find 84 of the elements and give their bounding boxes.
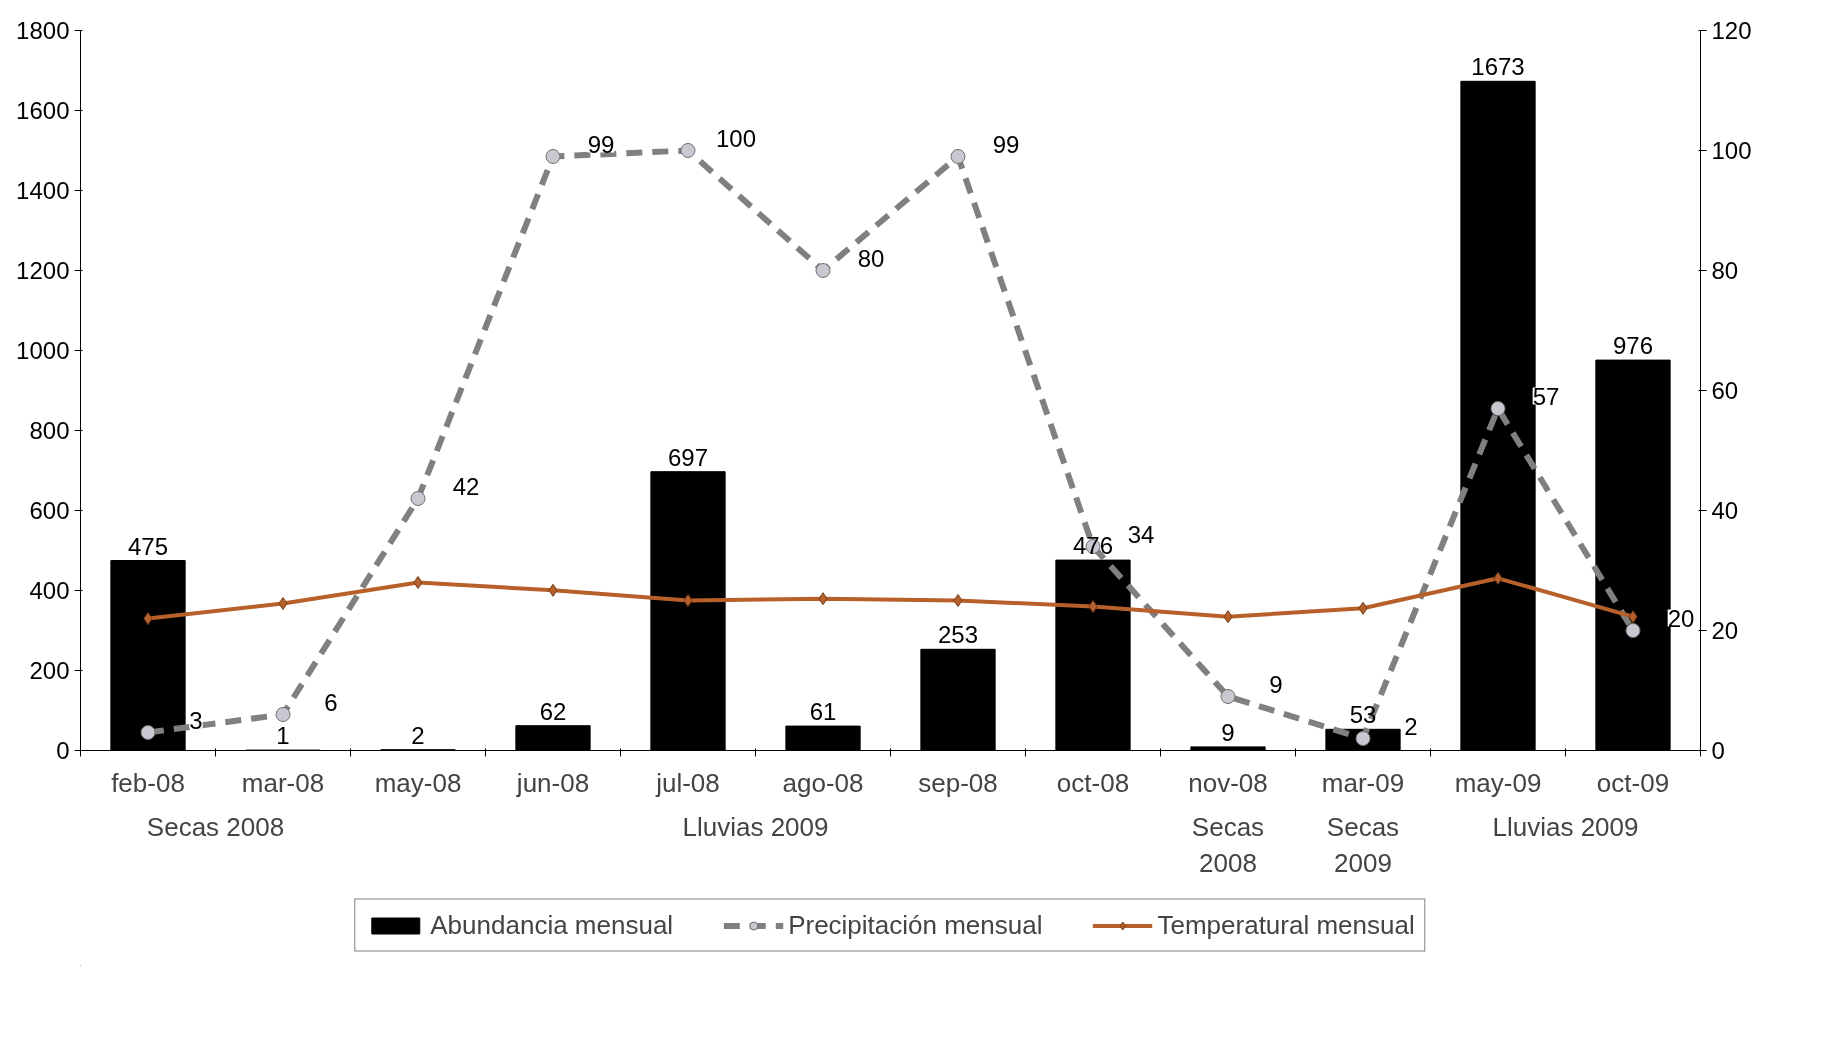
legend-label: Precipitación mensual bbox=[788, 909, 1043, 941]
point bbox=[143, 612, 153, 625]
y2-tick-label: 80 bbox=[1711, 257, 1739, 284]
y2-tick-label: 60 bbox=[1711, 377, 1739, 404]
point bbox=[680, 143, 696, 158]
y-tick-label: 1000 bbox=[16, 337, 70, 364]
y2-tick-label: 20 bbox=[1711, 617, 1739, 644]
x-tick-label: oct-09 bbox=[1596, 767, 1670, 798]
point bbox=[1493, 571, 1503, 585]
data-label: 475 bbox=[127, 532, 169, 560]
data-label: 2 bbox=[1404, 712, 1418, 740]
point bbox=[683, 594, 693, 607]
point bbox=[410, 491, 426, 506]
x-tick-label: mar-09 bbox=[1321, 767, 1405, 798]
data-label: 1 bbox=[276, 722, 290, 750]
point bbox=[1223, 610, 1233, 624]
y-tick-label: 800 bbox=[29, 417, 70, 444]
data-label: 1673 bbox=[1471, 53, 1525, 81]
x-tick-label: sep-08 bbox=[918, 767, 998, 798]
y2-tick-label: 120 bbox=[1711, 17, 1752, 44]
data-label: 476 bbox=[1072, 532, 1114, 560]
y-tick-label: 400 bbox=[29, 577, 70, 604]
point bbox=[950, 149, 966, 164]
point bbox=[1628, 610, 1638, 624]
point bbox=[545, 149, 561, 164]
data-label: 3 bbox=[189, 706, 203, 734]
x-tick-label: nov-08 bbox=[1188, 767, 1268, 798]
data-label: 42 bbox=[452, 472, 480, 500]
data-label: 6 bbox=[324, 688, 338, 716]
y-tick-label: 1800 bbox=[16, 17, 70, 44]
data-label: 9 bbox=[1221, 718, 1235, 746]
text: Secas 2008 bbox=[146, 811, 285, 842]
y2-tick-label: 100 bbox=[1711, 137, 1752, 164]
x-tick-label: feb-08 bbox=[111, 767, 185, 798]
y-tick-label: 1200 bbox=[16, 257, 70, 284]
data-label: 80 bbox=[857, 244, 885, 272]
point bbox=[953, 594, 963, 607]
data-label: 57 bbox=[1532, 382, 1560, 410]
data-label: 2 bbox=[411, 721, 425, 749]
data-label: 99 bbox=[587, 130, 615, 158]
data-label: 9 bbox=[1269, 670, 1283, 698]
data-label: 976 bbox=[1612, 332, 1654, 360]
point bbox=[140, 725, 156, 740]
y-tick-label: 0 bbox=[56, 737, 70, 764]
text: Secas 2008 bbox=[1191, 811, 1265, 878]
point bbox=[1355, 731, 1371, 746]
point bbox=[815, 263, 831, 278]
point bbox=[548, 583, 558, 597]
point bbox=[1088, 600, 1098, 613]
data-label: 62 bbox=[539, 697, 567, 725]
x-tick-label: jun-08 bbox=[515, 767, 590, 798]
y-tick-label: 600 bbox=[29, 497, 70, 524]
x-tick-label: may-08 bbox=[374, 767, 462, 798]
y2-tick-label: 40 bbox=[1711, 497, 1739, 524]
x-tick-label: oct-08 bbox=[1056, 767, 1130, 798]
point bbox=[1625, 623, 1641, 638]
data-label: 253 bbox=[937, 621, 979, 649]
x-tick-label: mar-08 bbox=[241, 767, 325, 798]
text: Secas 2009 bbox=[1326, 811, 1400, 878]
data-label: 697 bbox=[667, 443, 709, 471]
point bbox=[275, 707, 291, 722]
point bbox=[1220, 689, 1236, 704]
data-label: 20 bbox=[1667, 604, 1695, 632]
x-tick-label: ago-08 bbox=[782, 767, 864, 798]
x-tick-label: jul-08 bbox=[655, 767, 720, 798]
text: Lluvias 2009 bbox=[682, 811, 829, 842]
text: Lluvias 2009 bbox=[1492, 811, 1639, 842]
point bbox=[818, 592, 828, 606]
point bbox=[1358, 601, 1368, 615]
data-label: 61 bbox=[809, 698, 837, 726]
y-tick-label: 1600 bbox=[16, 97, 70, 124]
data-label: 99 bbox=[992, 130, 1020, 158]
point bbox=[278, 597, 288, 610]
data-label: 53 bbox=[1349, 701, 1377, 729]
data-label: 100 bbox=[715, 124, 757, 152]
data-label: 34 bbox=[1127, 520, 1155, 548]
point bbox=[1490, 401, 1506, 416]
point bbox=[413, 576, 423, 589]
y2-tick-label: 0 bbox=[1711, 737, 1725, 764]
x-tick-label: may-09 bbox=[1454, 767, 1542, 798]
y-tick-label: 200 bbox=[29, 657, 70, 684]
legend-label: Temperatural mensual bbox=[1157, 909, 1415, 941]
legend-label: Abundancia mensual bbox=[430, 909, 674, 941]
y-tick-label: 1400 bbox=[16, 177, 70, 204]
